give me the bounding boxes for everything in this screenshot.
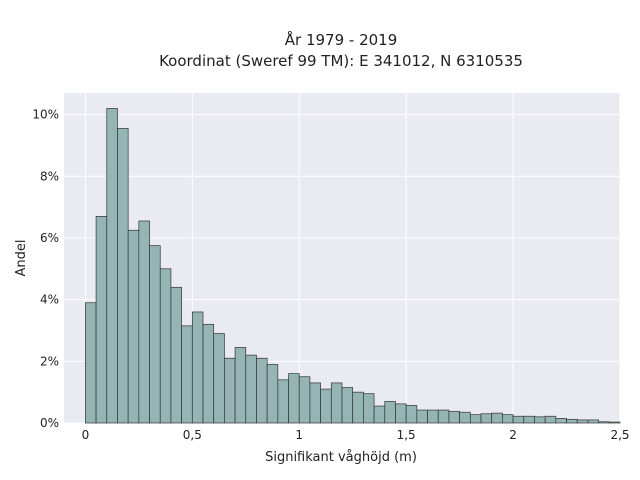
x-tick-label: 1,5 (397, 428, 416, 442)
histogram-bar (352, 391, 364, 424)
histogram-bar (459, 411, 471, 424)
x-axis-ticks: 0 0,5 1 1,5 2 2,5 (82, 428, 630, 442)
histogram-bar (159, 268, 172, 424)
histogram-bar (256, 357, 268, 424)
y-axis-ticks: 0% 2% 4% 6% 8% 10% (32, 108, 59, 430)
y-tick-label: 10% (32, 108, 59, 122)
histogram-bar (224, 357, 236, 424)
histogram-bar (170, 286, 182, 424)
histogram-bar (234, 347, 247, 424)
histogram-bar (373, 405, 386, 424)
histogram-bar (117, 128, 129, 424)
histogram-bar (341, 387, 354, 424)
x-tick-label: 0,5 (183, 428, 202, 442)
histogram-bar (427, 409, 439, 424)
histogram-bar (245, 354, 257, 424)
x-tick-label: 0 (82, 428, 90, 442)
histogram-bar (512, 415, 525, 424)
histogram-bar (448, 410, 460, 424)
histogram-bar (138, 220, 150, 424)
x-tick-label: 1 (295, 428, 303, 442)
histogram-bars (85, 108, 621, 424)
y-tick-label: 0% (40, 416, 59, 430)
histogram-bar (608, 421, 621, 424)
histogram-bar (587, 419, 599, 424)
histogram-bar (266, 364, 279, 424)
histogram-bar (566, 418, 578, 424)
histogram-bar (395, 403, 407, 424)
x-tick-label: 2 (509, 428, 517, 442)
histogram-bar (491, 412, 503, 424)
y-tick-label: 8% (40, 169, 59, 183)
histogram-bar (555, 418, 567, 424)
histogram-bar (330, 382, 343, 424)
histogram-bar (288, 373, 300, 424)
chart-title-line-1: År 1979 - 2019 (285, 30, 398, 49)
histogram-bar (363, 393, 375, 424)
histogram-bar (598, 421, 610, 424)
y-tick-label: 4% (40, 293, 59, 307)
histogram-bar (298, 376, 311, 424)
histogram-bar (469, 414, 482, 424)
histogram-bar (320, 388, 332, 424)
histogram-bar (576, 419, 589, 424)
histogram-bar (437, 409, 450, 424)
y-tick-label: 2% (40, 354, 59, 368)
histogram-bar (95, 216, 108, 424)
histogram-bar (502, 414, 514, 424)
histogram-bar (309, 382, 321, 424)
histogram-bar (191, 311, 204, 424)
histogram-bar (181, 325, 193, 424)
histogram-bar (480, 413, 493, 424)
histogram-bar (416, 409, 428, 424)
histogram-bar (277, 379, 289, 424)
x-axis-label: Signifikant våghöjd (m) (265, 450, 417, 465)
histogram-bar (202, 323, 215, 424)
histogram-bar (127, 229, 140, 424)
histogram-bar (523, 415, 535, 424)
histogram-bar (85, 302, 97, 424)
y-tick-label: 6% (40, 231, 59, 245)
histogram-bar (149, 245, 161, 424)
histogram-bar (384, 401, 396, 424)
histogram-bar (213, 333, 225, 424)
chart-title-line-2: Koordinat (Sweref 99 TM): E 341012, N 63… (159, 52, 523, 70)
y-axis-label: Andel (14, 240, 29, 277)
histogram-bar (106, 108, 118, 424)
histogram-bar (544, 415, 557, 424)
histogram-bar (405, 405, 418, 424)
x-tick-label: 2,5 (610, 428, 629, 442)
histogram-bar (534, 416, 546, 424)
